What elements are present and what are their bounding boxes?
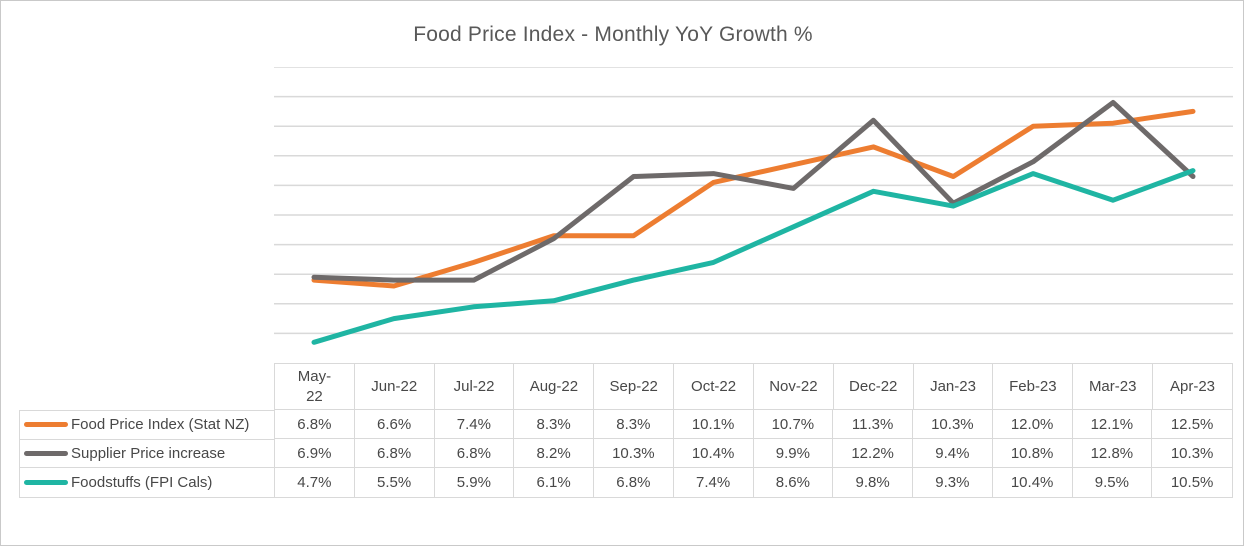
table-cell-oct-22-s0: 10.1% [673, 410, 754, 439]
table-cell-jan-23-s2: 9.3% [913, 468, 993, 497]
table-header-row: May- 22 Jun-22 Jul-22 Aug-22 Sep-22 Oct-22 Nov… [274, 363, 1233, 410]
column-header-jul-22: Jul-22 [435, 364, 515, 409]
column-header-mar-23: Mar-23 [1073, 364, 1154, 409]
table-cell-dec-22-s1: 12.2% [833, 439, 913, 468]
series-line-0 [311, 108, 1196, 289]
table-cell-aug-22-s1: 8.2% [514, 439, 594, 468]
column-header-jun-22: Jun-22 [355, 364, 435, 409]
column-header-nov-22: Nov-22 [754, 364, 834, 409]
series-name: Food Price Index (Stat NZ) [71, 416, 250, 434]
table-cell-sep-22-s1: 10.3% [594, 439, 674, 468]
column-header-feb-23: Feb-23 [993, 364, 1074, 409]
table-cell-oct-22-s2: 7.4% [674, 468, 754, 497]
legend-key-line [24, 422, 68, 428]
table-cell-dec-22-s0: 11.3% [833, 410, 913, 439]
table-cell-jul-22-s2: 5.9% [435, 468, 515, 497]
table-cell-aug-22-s2: 6.1% [514, 468, 594, 497]
table-cell-jul-22-s1: 6.8% [434, 439, 515, 468]
column-header-sep-22: Sep-22 [594, 364, 675, 409]
column-header-dec-22: Dec-22 [834, 364, 914, 409]
column-header-aug-22: Aug-22 [514, 364, 595, 409]
legend-key-line [24, 450, 68, 456]
chart-title: Food Price Index - Monthly YoY Growth % [413, 23, 813, 46]
table-cell-feb-23-s0: 12.0% [992, 410, 1073, 439]
table-cell-mar-23-s0: 12.1% [1072, 410, 1153, 439]
legend-key-line [24, 480, 68, 486]
table-cell-sep-22-s2: 6.8% [594, 468, 674, 497]
series-line-1 [311, 100, 1196, 283]
column-header-may-22: May- 22 [275, 364, 355, 409]
table-cell-nov-22-s1: 9.9% [753, 439, 834, 468]
table-cell-jan-23-s0: 10.3% [913, 410, 993, 439]
table-cell-mar-23-s1: 12.8% [1072, 439, 1153, 468]
table-cell-nov-22-s0: 10.7% [753, 410, 834, 439]
table-cell-jun-22-s1: 6.8% [354, 439, 435, 468]
series-name: Foodstuffs (FPI Cals) [71, 474, 213, 492]
table-cell-may-22-s0: 6.8% [275, 410, 355, 439]
table-cell-jan-23-s1: 9.4% [913, 439, 993, 468]
series-line-2 [311, 168, 1196, 345]
column-header-oct-22: Oct-22 [674, 364, 754, 409]
column-header-apr-23: Apr-23 [1170, 377, 1216, 395]
table-cell-jun-22-s0: 6.6% [354, 410, 435, 439]
table-cell-nov-22-s2: 8.6% [754, 468, 834, 497]
table-cell-oct-22-s1: 10.4% [673, 439, 754, 468]
table-cell-may-22-s1: 6.9% [275, 439, 355, 468]
table-data-grid: 6.8% 6.6% 7.4% 8.3% 8.3% 10.1% 10.7% 11.3% 10.3%… [274, 410, 1233, 498]
table-legend-column: Food Price Index (Stat NZ) Supplier Price… [19, 410, 274, 498]
legend-row-0: Food Price Index (Stat NZ) [20, 411, 274, 440]
table-cell-may-22-s2: 4.7% [275, 468, 355, 497]
table-cell-sep-22-s0: 8.3% [594, 410, 674, 439]
series-name: Supplier Price increase [71, 444, 226, 462]
table-cell-apr-23-s0: 12.5% [1152, 410, 1232, 439]
table-cell-apr-23-s2: 10.5% [1170, 474, 1214, 491]
table-cell-feb-23-s1: 10.8% [992, 439, 1073, 468]
column-header-jan-23: Jan-23 [914, 364, 994, 409]
table-cell-aug-22-s0: 8.3% [514, 410, 594, 439]
legend-row-2: Foodstuffs (FPI Cals) [20, 468, 274, 497]
table-cell-apr-23-s1: 10.3% [1152, 439, 1232, 468]
table-cell-mar-23-s2: 9.5% [1073, 468, 1153, 497]
legend-row-1: Supplier Price increase [20, 440, 274, 469]
table-cell-jun-22-s2: 5.5% [355, 468, 435, 497]
plot-area [274, 67, 1233, 345]
table-cell-jul-22-s0: 7.4% [434, 410, 515, 439]
table-cell-dec-22-s2: 9.8% [833, 468, 913, 497]
table-cell-feb-23-s2: 10.4% [993, 468, 1073, 497]
